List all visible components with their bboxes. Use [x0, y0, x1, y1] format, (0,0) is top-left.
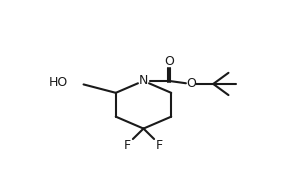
- Text: O: O: [164, 55, 174, 68]
- Text: F: F: [123, 139, 131, 152]
- Text: O: O: [186, 77, 196, 90]
- Text: HO: HO: [49, 76, 68, 89]
- Text: N: N: [139, 74, 148, 87]
- Text: F: F: [156, 139, 163, 152]
